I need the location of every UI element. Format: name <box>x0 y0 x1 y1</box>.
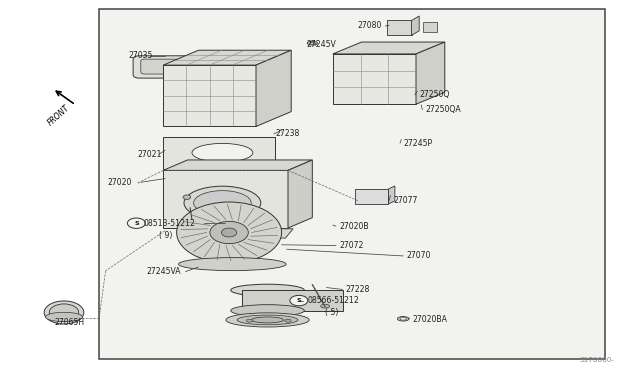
Ellipse shape <box>45 312 83 321</box>
Text: 27020: 27020 <box>108 178 132 187</box>
Text: 27077: 27077 <box>394 196 418 205</box>
Polygon shape <box>412 16 419 35</box>
Text: 27065H: 27065H <box>54 318 84 327</box>
Ellipse shape <box>49 304 79 321</box>
Text: 27238: 27238 <box>275 129 300 138</box>
Polygon shape <box>242 290 343 311</box>
Text: 27021: 27021 <box>138 150 162 159</box>
Ellipse shape <box>307 41 317 45</box>
Polygon shape <box>163 137 275 169</box>
Text: 08566-51212: 08566-51212 <box>307 296 359 305</box>
Polygon shape <box>163 50 291 65</box>
Text: 27070: 27070 <box>406 251 431 260</box>
Text: 27035: 27035 <box>128 51 152 60</box>
Text: S: S <box>134 221 139 226</box>
Ellipse shape <box>397 317 409 321</box>
Text: 27250Q: 27250Q <box>419 90 449 99</box>
Polygon shape <box>333 54 416 104</box>
Text: 27245V: 27245V <box>306 40 335 49</box>
Circle shape <box>221 228 237 237</box>
Circle shape <box>210 221 248 244</box>
Text: 27072: 27072 <box>339 241 364 250</box>
Ellipse shape <box>230 284 305 296</box>
Ellipse shape <box>310 42 315 44</box>
Text: 27020B: 27020B <box>339 222 369 231</box>
Ellipse shape <box>194 190 252 215</box>
Ellipse shape <box>400 317 406 320</box>
Polygon shape <box>416 42 445 104</box>
Ellipse shape <box>246 319 253 322</box>
Text: 27080: 27080 <box>357 21 381 30</box>
Polygon shape <box>225 223 244 231</box>
Polygon shape <box>288 160 312 228</box>
Text: S: S <box>296 298 301 303</box>
Text: 27250QA: 27250QA <box>426 105 461 114</box>
Ellipse shape <box>184 186 261 219</box>
Text: S170000-: S170000- <box>579 357 614 363</box>
Polygon shape <box>256 50 291 126</box>
Text: 27245VA: 27245VA <box>146 267 180 276</box>
Text: FRONT: FRONT <box>46 103 72 127</box>
Text: 27020BA: 27020BA <box>413 315 447 324</box>
Text: ( 5): ( 5) <box>325 308 339 317</box>
FancyBboxPatch shape <box>133 56 200 78</box>
Ellipse shape <box>179 257 286 271</box>
Polygon shape <box>333 42 445 54</box>
Text: 27245P: 27245P <box>403 139 433 148</box>
Text: 08513-51212: 08513-51212 <box>144 219 196 228</box>
Ellipse shape <box>183 195 191 199</box>
Ellipse shape <box>192 143 253 162</box>
Ellipse shape <box>285 319 291 322</box>
Ellipse shape <box>321 304 330 308</box>
Polygon shape <box>178 229 293 238</box>
Ellipse shape <box>226 313 309 327</box>
Circle shape <box>127 218 145 228</box>
Polygon shape <box>163 160 312 170</box>
Polygon shape <box>423 22 437 32</box>
Ellipse shape <box>44 301 84 324</box>
Circle shape <box>177 202 282 263</box>
Polygon shape <box>355 189 388 204</box>
Polygon shape <box>163 170 288 228</box>
Text: ( 9): ( 9) <box>159 231 172 240</box>
Ellipse shape <box>230 305 305 317</box>
FancyBboxPatch shape <box>141 59 192 74</box>
Polygon shape <box>163 65 256 126</box>
Ellipse shape <box>237 315 298 325</box>
Ellipse shape <box>252 317 284 323</box>
Ellipse shape <box>189 219 195 224</box>
Bar <box>99 9 605 359</box>
Circle shape <box>290 295 308 306</box>
Polygon shape <box>387 20 412 35</box>
Polygon shape <box>388 186 395 204</box>
Text: 27228: 27228 <box>346 285 370 294</box>
